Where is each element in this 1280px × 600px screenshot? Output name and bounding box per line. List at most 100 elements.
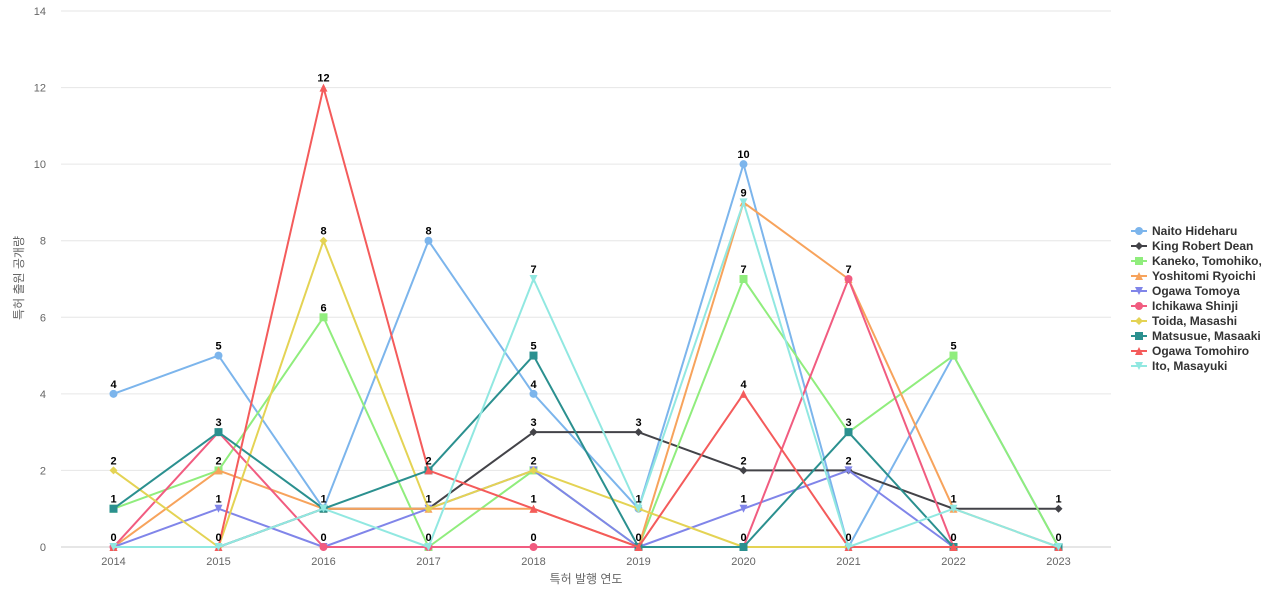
data-label: 3 <box>845 417 851 429</box>
x-tick-label: 2022 <box>941 556 965 568</box>
legend-item-toida-masashi[interactable]: Toida, Masashi <box>1131 314 1237 328</box>
data-point <box>739 275 748 283</box>
data-point <box>424 466 433 475</box>
data-label: 2 <box>845 455 851 467</box>
data-label: 1 <box>425 494 431 506</box>
data-point <box>739 389 748 398</box>
legend-label: Ito, Masayuki <box>1152 359 1227 373</box>
data-label: 1 <box>740 494 746 506</box>
data-labels: 4210532101286108210754321031010974210732… <box>110 73 1061 544</box>
series-layer <box>109 83 1063 551</box>
data-label: 0 <box>215 532 221 544</box>
data-label: 7 <box>845 264 851 276</box>
legend-label: Toida, Masashi <box>1152 314 1237 328</box>
data-label: 0 <box>635 532 641 544</box>
data-point <box>634 428 643 437</box>
legend-label: Kaneko, Tomohiko, <box>1152 254 1262 268</box>
data-label: 8 <box>425 226 431 238</box>
data-label: 0 <box>530 532 536 544</box>
y-tick-label: 8 <box>40 236 46 248</box>
data-point <box>319 504 328 513</box>
data-point <box>529 275 538 283</box>
data-point <box>214 351 223 360</box>
legend-item-ogawa-tomoya[interactable]: Ogawa Tomoya <box>1131 284 1240 298</box>
data-point <box>844 466 853 475</box>
x-tick-labels: 2014 2015 2016 2017 2018 2019 2020 2021 2022 2023 <box>101 556 1070 568</box>
legend-item-ogawa-tomohiro[interactable]: Ogawa Tomohiro <box>1131 344 1249 358</box>
y-axis-title: 특허 출원 공개량 <box>12 236 26 320</box>
data-point <box>1054 504 1063 513</box>
legend-marker <box>1135 362 1143 370</box>
data-label: 12 <box>317 73 329 85</box>
data-label: 0 <box>110 532 116 544</box>
x-tick-label: 2018 <box>521 556 545 568</box>
data-point <box>634 543 643 551</box>
data-point <box>214 428 223 437</box>
y-tick-label: 2 <box>40 465 46 477</box>
data-point <box>109 466 118 475</box>
data-point <box>844 428 853 437</box>
legend-label: Ichikawa Shinji <box>1152 299 1238 313</box>
data-label: 2 <box>530 455 536 467</box>
legend-label: Matsusue, Masaaki <box>1152 329 1261 343</box>
legend-label: Naito Hideharu <box>1152 224 1237 238</box>
x-tick-label: 2014 <box>101 556 125 568</box>
data-label: 0 <box>1055 532 1061 544</box>
data-label: 7 <box>530 264 536 276</box>
data-point <box>214 504 223 513</box>
legend-item-king-robert-dean[interactable]: King Robert Dean <box>1131 239 1253 253</box>
data-label: 1 <box>320 494 326 506</box>
series-line <box>113 86 1059 548</box>
data-point <box>109 504 118 513</box>
legend-item-yoshitomi-ryoichi[interactable]: Yoshitomi Ryoichi <box>1131 269 1256 283</box>
data-label: 4 <box>530 379 537 391</box>
data-point <box>529 428 538 437</box>
data-point <box>529 466 538 475</box>
y-tick-label: 6 <box>40 312 46 324</box>
data-label: 3 <box>635 417 641 429</box>
data-label: 0 <box>845 532 851 544</box>
data-point <box>949 351 958 360</box>
series-line <box>112 354 1059 548</box>
data-label: 2 <box>215 455 221 467</box>
data-point <box>319 543 328 551</box>
data-point <box>529 351 538 360</box>
series-line <box>113 469 1059 548</box>
data-label: 0 <box>950 532 956 544</box>
x-tick-label: 2015 <box>206 556 230 568</box>
y-tick-label: 10 <box>34 159 46 171</box>
legend-item-matsusue-masaaki[interactable]: Matsusue, Masaaki <box>1131 329 1261 343</box>
series-line <box>112 278 1059 548</box>
legend-marker <box>1135 272 1143 280</box>
data-label: 4 <box>110 379 117 391</box>
y-tick-label: 12 <box>34 83 46 95</box>
data-point <box>319 236 328 245</box>
data-point <box>949 543 958 551</box>
y-tick-label: 14 <box>34 6 46 18</box>
series-yoshitomi-ryoichi <box>109 198 1063 551</box>
data-point <box>529 543 538 551</box>
legend-item-kaneko-tomohiko[interactable]: Kaneko, Tomohiko, <box>1131 254 1262 268</box>
data-label: 3 <box>215 417 221 429</box>
data-label: 5 <box>950 341 956 353</box>
legend-item-ito-masayuki[interactable]: Ito, Masayuki <box>1131 359 1227 373</box>
data-point <box>739 466 748 475</box>
legend-label: Ogawa Tomohiro <box>1152 344 1249 358</box>
data-point <box>319 83 328 92</box>
data-point <box>739 504 748 513</box>
data-point <box>424 543 433 551</box>
data-label: 8 <box>320 226 326 238</box>
data-label: 7 <box>740 264 746 276</box>
data-label: 1 <box>110 494 116 506</box>
x-tick-label: 2020 <box>731 556 755 568</box>
data-point <box>739 543 748 551</box>
x-tick-label: 2023 <box>1046 556 1070 568</box>
legend-marker <box>1135 302 1143 310</box>
legend-item-naito-hideharu[interactable]: Naito Hideharu <box>1131 224 1237 238</box>
legend-item-ichikawa-shinji[interactable]: Ichikawa Shinji <box>1131 299 1238 313</box>
legend-marker <box>1135 332 1143 340</box>
data-label: 0 <box>320 532 326 544</box>
data-label: 1 <box>530 494 536 506</box>
y-tick-labels: 0 2 4 6 8 10 12 14 <box>34 6 46 554</box>
